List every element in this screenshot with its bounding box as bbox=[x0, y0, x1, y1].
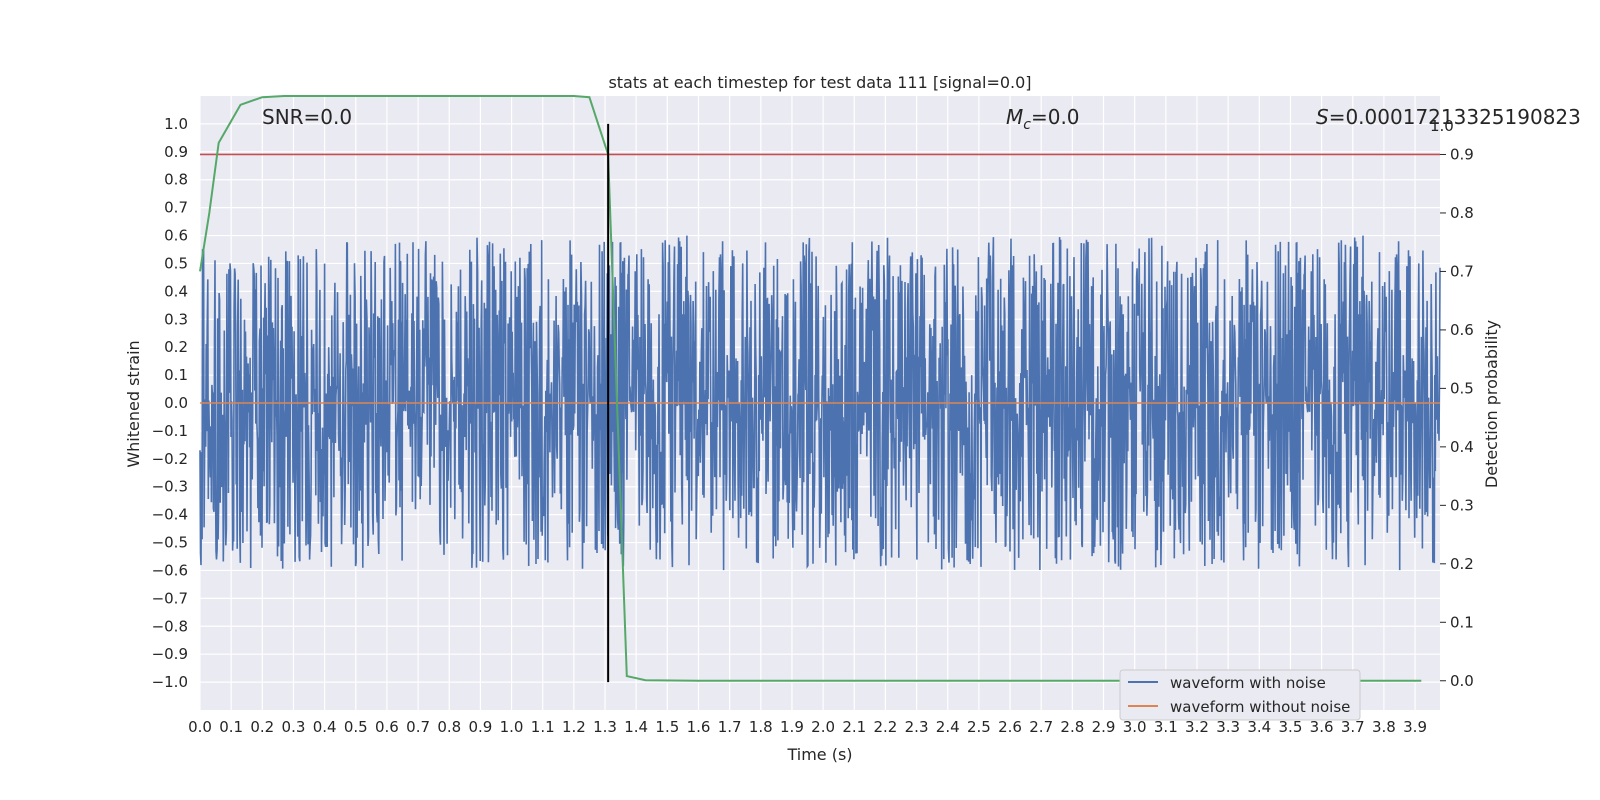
x-tick-label: 0.6 bbox=[375, 718, 399, 736]
x-tick-label: 0.0 bbox=[188, 718, 212, 736]
x-tick-label: 0.2 bbox=[250, 718, 274, 736]
y-tick-label-left: 0.4 bbox=[164, 282, 188, 300]
x-tick-label: 2.7 bbox=[1029, 718, 1053, 736]
y-tick-label-left: 1.0 bbox=[164, 115, 188, 133]
noise-waveform-line bbox=[199, 235, 1441, 571]
x-tick-label: 0.4 bbox=[313, 718, 337, 736]
s-value: =0.00017213325190823 bbox=[1329, 105, 1581, 129]
y-tick-label-left: −0.3 bbox=[152, 478, 188, 496]
x-tick-label: 3.1 bbox=[1154, 718, 1178, 736]
right-tick-top-overlap: 1.0 bbox=[1430, 117, 1454, 135]
x-tick-label: 3.3 bbox=[1216, 718, 1240, 736]
x-tick-label: 0.7 bbox=[406, 718, 430, 736]
legend-clean-label: waveform without noise bbox=[1170, 698, 1350, 716]
noise-series-group bbox=[199, 235, 1441, 571]
mc-annotation: Mc=0.0 bbox=[1006, 105, 1080, 133]
y-tick-label-left: −0.2 bbox=[152, 450, 188, 468]
y-tick-label-left: 0.1 bbox=[164, 366, 188, 384]
x-tick-label: 1.1 bbox=[531, 718, 555, 736]
y-tick-label-right: 0.9 bbox=[1450, 145, 1474, 163]
y-axis-label-left: Whitened strain bbox=[124, 340, 143, 467]
y-tick-label-right: 0.6 bbox=[1450, 321, 1474, 339]
x-tick-label: 2.3 bbox=[905, 718, 929, 736]
y-tick-label-right: 0.3 bbox=[1450, 496, 1474, 514]
y-tick-label-left: 0.5 bbox=[164, 254, 188, 272]
x-tick-label: 1.8 bbox=[749, 718, 773, 736]
x-tick-label: 0.9 bbox=[468, 718, 492, 736]
x-tick-label: 1.6 bbox=[687, 718, 711, 736]
mc-symbol: M bbox=[1006, 105, 1023, 129]
y-tick-label-right: 0.0 bbox=[1450, 672, 1474, 690]
y-tick-label-left: −0.8 bbox=[152, 617, 188, 635]
x-tick-label: 3.6 bbox=[1310, 718, 1334, 736]
y-tick-label-right: 0.5 bbox=[1450, 379, 1474, 397]
x-tick-label: 0.3 bbox=[282, 718, 306, 736]
x-tick-label: 0.1 bbox=[219, 718, 243, 736]
x-tick-label: 3.9 bbox=[1403, 718, 1427, 736]
x-tick-label: 1.4 bbox=[624, 718, 648, 736]
y-tick-label-right: 0.4 bbox=[1450, 438, 1474, 456]
legend: waveform with noise waveform without noi… bbox=[1119, 669, 1361, 721]
legend-box bbox=[1119, 669, 1361, 721]
mc-value: =0.0 bbox=[1031, 105, 1080, 129]
x-tick-label: 2.8 bbox=[1060, 718, 1084, 736]
y-tick-label-right: 0.2 bbox=[1450, 555, 1474, 573]
y-tick-label-left: −1.0 bbox=[152, 673, 188, 691]
x-tick-label: 2.5 bbox=[967, 718, 991, 736]
legend-noise-label: waveform with noise bbox=[1170, 674, 1326, 692]
y-tick-label-right: 0.1 bbox=[1450, 613, 1474, 631]
y-axis-label-right: Detection probability bbox=[1482, 320, 1501, 488]
x-tick-label: 2.4 bbox=[936, 718, 960, 736]
x-tick-label: 1.7 bbox=[718, 718, 742, 736]
x-tick-label: 1.0 bbox=[500, 718, 524, 736]
y-tick-label-right: 0.8 bbox=[1450, 204, 1474, 222]
detection-probability-line bbox=[199, 95, 1422, 682]
y-tick-label-left: −0.4 bbox=[152, 506, 188, 524]
x-tick-label: 2.0 bbox=[811, 718, 835, 736]
x-tick-label: 1.3 bbox=[593, 718, 617, 736]
x-tick-label: 1.9 bbox=[780, 718, 804, 736]
x-tick-label: 3.2 bbox=[1185, 718, 1209, 736]
y-tick-label-left: −0.7 bbox=[152, 589, 188, 607]
y-tick-label-left: 0.2 bbox=[164, 338, 188, 356]
y-tick-label-right: 0.7 bbox=[1450, 262, 1474, 280]
y-tick-label-left: 0.7 bbox=[164, 199, 188, 217]
x-axis-label: Time (s) bbox=[786, 745, 852, 764]
chart-title: stats at each timestep for test data 111… bbox=[608, 73, 1031, 92]
x-tick-label: 3.5 bbox=[1279, 718, 1303, 736]
x-tick-label: 3.4 bbox=[1247, 718, 1271, 736]
x-tick-label: 2.9 bbox=[1092, 718, 1116, 736]
s-symbol: S bbox=[1316, 105, 1329, 129]
tick-labels: 0.0 0.1 0.2 0.3 0.4 0.5 0.6 0.7 0.8 0.9 1.0 1.1 1.2 1… bbox=[152, 115, 1474, 736]
x-tick-label: 1.2 bbox=[562, 718, 586, 736]
y-tick-label-left: 0.8 bbox=[164, 171, 188, 189]
y-tick-label-left: −0.9 bbox=[152, 645, 188, 663]
overlay-lines bbox=[199, 95, 1440, 683]
y-tick-label-left: 0.9 bbox=[164, 143, 188, 161]
s-annotation: S=0.00017213325190823 bbox=[1316, 105, 1581, 129]
y-tick-label-left: −0.1 bbox=[152, 422, 188, 440]
x-tick-label: 0.5 bbox=[344, 718, 368, 736]
y-tick-label-left: 0.6 bbox=[164, 227, 188, 245]
x-tick-label: 2.6 bbox=[998, 718, 1022, 736]
x-tick-label: 2.2 bbox=[873, 718, 897, 736]
mc-subscript: c bbox=[1023, 117, 1031, 133]
x-tick-label: 3.0 bbox=[1123, 718, 1147, 736]
y-tick-label-left: −0.5 bbox=[152, 534, 188, 552]
x-tick-label: 1.5 bbox=[655, 718, 679, 736]
y-tick-label-left: 0.3 bbox=[164, 310, 188, 328]
x-tick-label: 0.8 bbox=[437, 718, 461, 736]
x-tick-label: 3.7 bbox=[1341, 718, 1365, 736]
y-tick-label-left: −0.6 bbox=[152, 561, 188, 579]
x-tick-label: 2.1 bbox=[842, 718, 866, 736]
snr-annotation: SNR=0.0 bbox=[262, 105, 352, 129]
y-tick-label-left: 0.0 bbox=[164, 394, 188, 412]
x-tick-label: 3.8 bbox=[1372, 718, 1396, 736]
